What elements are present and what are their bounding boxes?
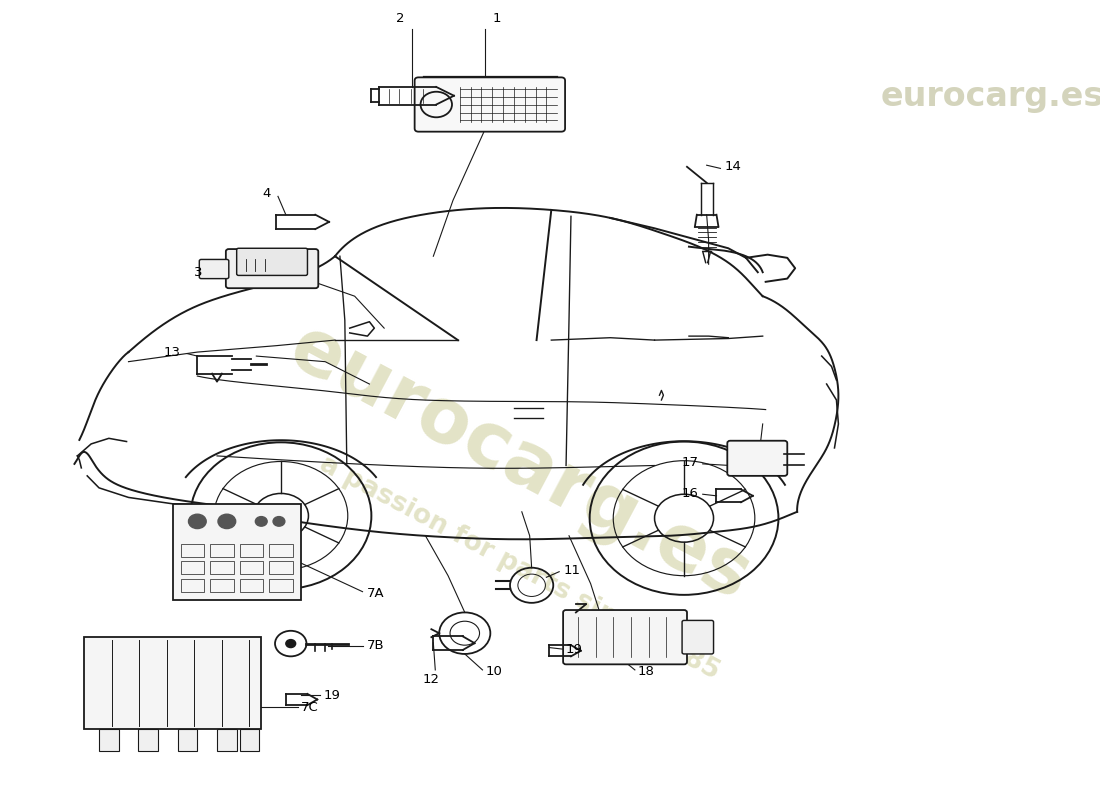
Text: 16: 16: [682, 487, 698, 500]
FancyBboxPatch shape: [173, 504, 300, 600]
Circle shape: [218, 514, 235, 529]
Circle shape: [286, 639, 296, 647]
Text: 2: 2: [396, 12, 405, 25]
Text: 13: 13: [164, 346, 180, 358]
Text: a passion for parts since 1985: a passion for parts since 1985: [316, 450, 724, 685]
Text: eurocarg.es: eurocarg.es: [277, 311, 763, 617]
Text: 18: 18: [638, 665, 654, 678]
FancyBboxPatch shape: [226, 249, 318, 288]
FancyBboxPatch shape: [139, 729, 158, 751]
FancyBboxPatch shape: [99, 729, 119, 751]
Circle shape: [188, 514, 206, 529]
FancyBboxPatch shape: [563, 610, 688, 664]
Text: 19: 19: [323, 689, 340, 702]
Text: 3: 3: [194, 266, 202, 278]
Circle shape: [273, 517, 285, 526]
Text: 7B: 7B: [366, 639, 384, 653]
FancyBboxPatch shape: [415, 78, 565, 132]
Text: 12: 12: [422, 673, 440, 686]
Text: 10: 10: [485, 665, 503, 678]
FancyBboxPatch shape: [240, 729, 260, 751]
FancyBboxPatch shape: [727, 441, 788, 476]
FancyBboxPatch shape: [236, 248, 308, 275]
Text: 7C: 7C: [300, 701, 318, 714]
Text: 14: 14: [725, 159, 741, 173]
Text: 11: 11: [563, 564, 580, 577]
Text: 1: 1: [493, 12, 500, 25]
Text: 19: 19: [566, 643, 583, 657]
Text: 4: 4: [263, 187, 271, 201]
FancyBboxPatch shape: [682, 621, 714, 654]
FancyBboxPatch shape: [178, 729, 197, 751]
Text: 17: 17: [682, 456, 698, 469]
Circle shape: [255, 517, 267, 526]
FancyBboxPatch shape: [85, 637, 262, 729]
FancyBboxPatch shape: [217, 729, 236, 751]
Text: 7A: 7A: [366, 586, 384, 600]
FancyBboxPatch shape: [199, 259, 229, 278]
Text: eurocarg.es: eurocarg.es: [881, 80, 1100, 113]
